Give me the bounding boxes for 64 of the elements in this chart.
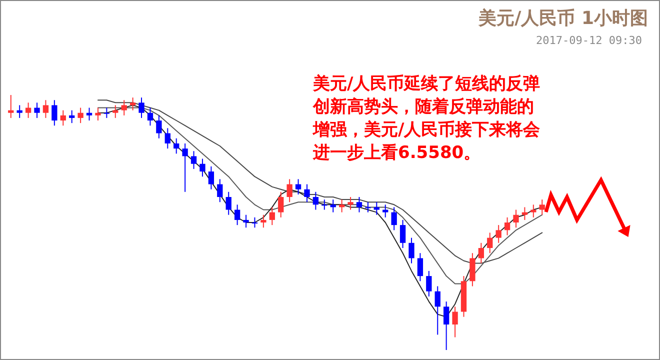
- candlestick: [252, 216, 258, 228]
- candlestick: [338, 199, 345, 213]
- candlestick: [312, 191, 319, 210]
- candlestick: [382, 204, 388, 218]
- candlestick: [269, 206, 275, 226]
- candlestick: [539, 199, 545, 216]
- candlestick: [25, 102, 32, 118]
- candlestick: [356, 196, 362, 213]
- candlestick: [400, 219, 406, 248]
- candlestick: [478, 242, 484, 264]
- candlestick: [365, 202, 371, 213]
- candlestick: [174, 138, 180, 154]
- candlestick: [52, 100, 58, 126]
- candlestick: [513, 209, 519, 228]
- candlestick: [348, 196, 354, 210]
- candlestick: [95, 107, 101, 121]
- candlestick: [156, 114, 162, 139]
- candlestick: [374, 202, 380, 216]
- candlestick: [217, 178, 223, 203]
- candlestick: [226, 191, 232, 216]
- candlestick: [487, 232, 493, 254]
- candlestick: [408, 237, 414, 264]
- candlestick: [434, 286, 440, 336]
- candlestick: [295, 178, 302, 195]
- candlestick: [112, 104, 118, 118]
- candlestick: [330, 199, 336, 213]
- candlestick: [260, 214, 266, 228]
- candlestick: [391, 206, 397, 231]
- candlestick: [496, 224, 502, 244]
- candlestick: [200, 158, 206, 178]
- candlestick: [286, 178, 292, 203]
- candlestick: [530, 204, 536, 218]
- candlestick: [42, 100, 49, 118]
- annotation: 美元/人民币延续了短线的反弹创新高势头，随着反弹动能的增强，美元/人民币接下来将会进一步上看6.5580。: [312, 74, 542, 163]
- candlestick: [164, 128, 170, 150]
- candlestick: [243, 214, 249, 228]
- candlestick: [121, 100, 127, 116]
- candlestick: [504, 216, 510, 236]
- candlestick: [470, 252, 476, 287]
- candlestick: [182, 142, 188, 192]
- text: 2017-09-12 09:30: [536, 34, 642, 47]
- candlestick: [16, 104, 22, 118]
- candlestick: [417, 252, 424, 282]
- candlestick: [443, 301, 450, 350]
- candlestick: [278, 191, 284, 218]
- candlestick: [522, 206, 528, 220]
- candlestick: [138, 97, 144, 118]
- candlestick: [69, 110, 75, 124]
- candlestick: [104, 107, 110, 118]
- candlestick: [452, 306, 458, 338]
- chart-title: 美元/人民币 1小时图: [478, 8, 648, 29]
- candlestick: [8, 94, 14, 118]
- candlestick: [190, 150, 197, 170]
- candlestick: [234, 204, 240, 226]
- candlestick: [86, 107, 92, 121]
- candlestick: [78, 107, 84, 124]
- candlestick: [34, 102, 40, 118]
- candlestick: [147, 107, 154, 126]
- candlestick: [130, 97, 136, 111]
- candlestick: [322, 199, 328, 210]
- candlestick: [208, 166, 214, 190]
- candlestick: [426, 270, 432, 297]
- candlestick: [60, 110, 66, 126]
- candlestick: [304, 184, 310, 203]
